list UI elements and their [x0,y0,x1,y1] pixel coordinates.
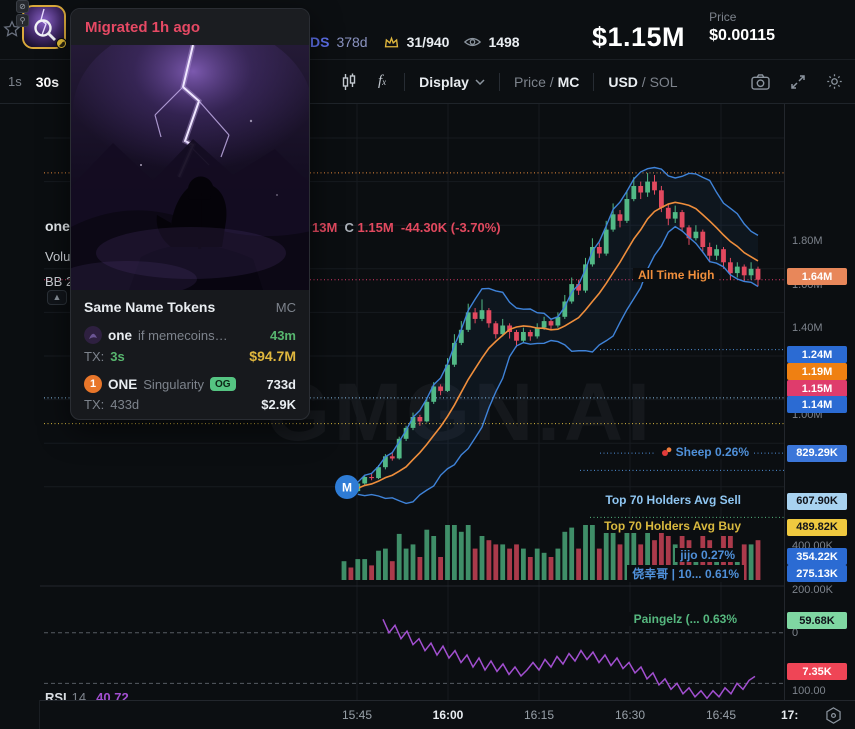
same-name-token-row[interactable]: one if memecoins hav... 43m TX: 3s $94.7… [84,326,296,364]
candlestick-chart-canvas[interactable]: M [40,104,784,700]
token-symbol: ONE [108,376,138,392]
settings-gear-icon[interactable] [826,73,843,90]
same-name-token-row[interactable]: 1 ONE Singularity OG 733d TX: 433d $2.9K [84,375,296,412]
dexscreener-label[interactable]: DS [310,34,330,50]
time-tick-17:0: 17:0 [781,708,798,722]
token-mc: $94.7M [249,348,296,364]
same-name-tokens-section: Same Name Tokens MC one if memecoins hav… [71,290,309,412]
tx-time: 3s [110,348,125,364]
price-axis-tick: 1.40M [792,322,823,335]
bb-lower-value-badge: 1.14M [787,396,847,413]
token-mc: $2.9K [261,397,296,412]
market-cap-value: $1.15M [591,22,685,52]
bb-mid-value-badge: 1.19M [787,363,847,380]
token-row-avatar [84,326,102,344]
toolbar-divider [593,72,595,91]
price-axis-tick: 0 [792,627,799,640]
jijo-badge: 354.22K [787,548,847,566]
display-label: Display [419,73,469,90]
price-axis-tick: 800.00K [792,453,833,465]
price-axis-tick: 1.00M [792,409,823,422]
qiaoxingge-badge: 275.13K [787,565,847,583]
token-age: 43m [269,327,296,343]
token-description: Singularity [143,376,204,392]
toolbar-divider [404,72,406,91]
price-axis-divider [784,104,785,729]
sheep-badge: 829.29K [787,444,847,462]
toolbar-divider [498,72,500,91]
bb-upper-value-badge: 1.24M [787,346,847,363]
svg-text:M: M [342,481,352,495]
current-price-badge: 1.15M [787,380,847,397]
price-axis-tick: 1.60M [792,278,823,291]
time-tick-15:45: 15:45 [341,708,373,722]
price-axis-tick: 200.00K [792,583,833,596]
token-symbol: one [108,327,133,343]
timezone-settings-icon[interactable] [824,706,843,729]
top70-avg-sell-badge: 607.90K [787,492,847,510]
section-mc-label: MC [275,299,296,315]
filter-block-icon[interactable]: ⊘ [16,0,29,13]
time-axis[interactable]: 15:45 16:00 16:15 16:30 16:45 17:0 [40,700,855,729]
token-description: if memecoins hav... [138,327,230,343]
top70-avg-buy-badge: 489.82K [787,518,847,536]
token-preview-popup: Migrated 1h ago [70,8,310,420]
price-axis-tick: 1.80M [792,235,823,247]
usd-sol-toggle[interactable]: USD / SOL [608,73,678,90]
collapse-legend-button[interactable]: ▲ [47,290,67,305]
token-preview-image [71,45,309,290]
eye-icon [464,35,482,49]
interval-1s[interactable]: 1s [8,74,22,89]
price-mc-toggle[interactable]: Price / MC [513,73,580,90]
tx-label: TX: [84,397,105,412]
interval-30s[interactable]: 30s [35,73,60,90]
price-axis-tick: 400.00K [792,540,833,553]
migrated-status-bar: Migrated 1h ago [71,9,309,45]
token-row-avatar: 1 [84,375,102,393]
migrated-status-text: Migrated 1h ago [85,18,201,36]
time-tick-16:15: 16:15 [523,708,555,722]
price-label: Price [709,10,737,24]
chevron-down-icon [475,78,485,85]
tx-time: 433d [110,397,140,412]
price-box: Price $0.00115 [709,10,775,45]
time-tick-16:30: 16:30 [614,708,646,722]
display-menu-button[interactable]: Display [419,74,485,90]
crown-icon [383,35,400,50]
filter-search-icon[interactable]: ⚲ [16,14,29,27]
section-title: Same Name Tokens [84,299,216,315]
og-badge: OG [209,377,236,391]
all-time-high-badge: 1.64M [787,268,847,285]
ds-age: 378d [336,34,368,50]
token-stats-row: DS 378d 31/940 1498 [310,34,520,50]
bonding-progress-icon [56,38,67,49]
paingelz-badge: 59.68K [787,612,847,630]
holder-rank: 31/940 [406,34,450,50]
chart-type-candles-icon[interactable] [340,73,358,91]
time-tick-16:45: 16:45 [705,708,737,722]
last-volume-badge: 7.35K [787,663,847,680]
time-tick-16:00: 16:00 [432,708,464,722]
screenshot-camera-icon[interactable] [751,73,770,90]
token-age: 733d [266,376,296,392]
tx-label: TX: [84,348,105,364]
watchers-count: 1498 [488,34,520,50]
rsi-axis-tick: 100.00 [792,685,826,697]
price-value: $0.00115 [709,27,775,44]
fullscreen-expand-icon[interactable] [790,74,806,90]
